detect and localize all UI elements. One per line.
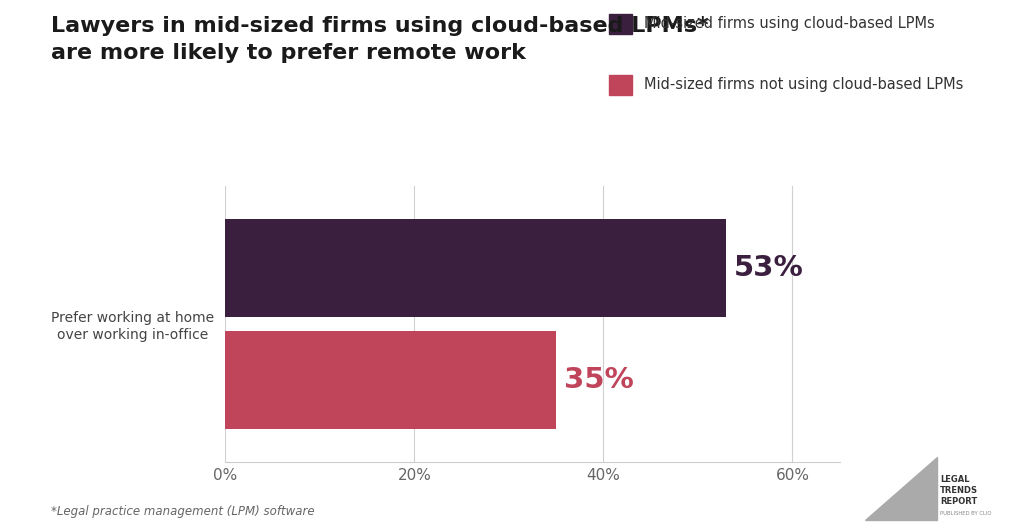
Polygon shape xyxy=(865,457,937,520)
Text: Mid-sized firms not using cloud-based LPMs: Mid-sized firms not using cloud-based LP… xyxy=(644,78,964,92)
Text: *Legal practice management (LPM) software: *Legal practice management (LPM) softwar… xyxy=(51,505,314,518)
Text: Lawyers in mid-sized firms using cloud-based LPMs*
are more likely to prefer rem: Lawyers in mid-sized firms using cloud-b… xyxy=(51,16,709,63)
Text: 35%: 35% xyxy=(563,366,634,393)
Text: 53%: 53% xyxy=(734,254,804,282)
Text: LEGAL
TRENDS
REPORT: LEGAL TRENDS REPORT xyxy=(940,475,978,507)
Text: Mid-sized firms using cloud-based LPMs: Mid-sized firms using cloud-based LPMs xyxy=(644,16,935,31)
Bar xyxy=(225,331,556,429)
Text: PUBLISHED BY CLIO: PUBLISHED BY CLIO xyxy=(940,511,991,516)
Bar xyxy=(225,219,726,317)
